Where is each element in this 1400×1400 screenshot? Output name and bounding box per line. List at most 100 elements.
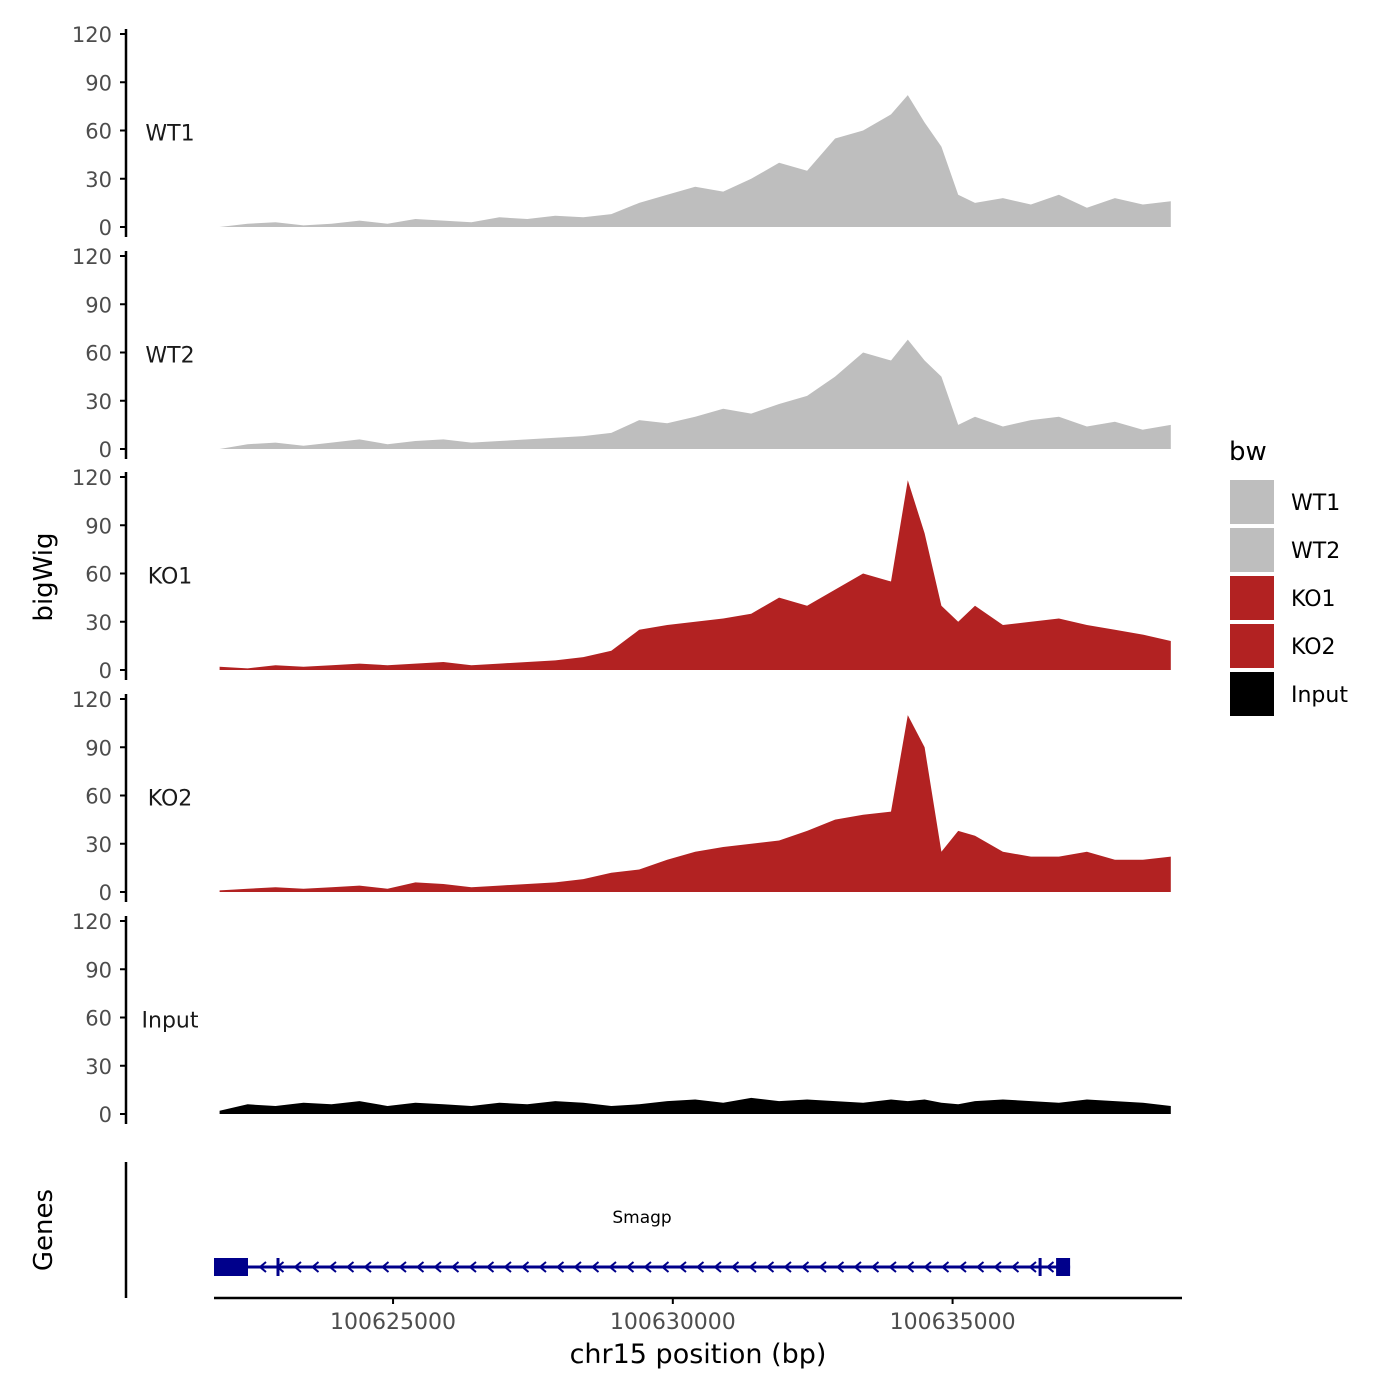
y-tick-label: 90 <box>85 958 112 982</box>
x-axis-ticks: 100625000 100630000 100635000 <box>330 1298 1016 1335</box>
legend: bw WT1 WT2 KO1 KO2 Input <box>1229 437 1348 716</box>
y-tick-label: 30 <box>85 168 112 192</box>
y-tick-label: 120 <box>72 23 112 47</box>
gene-exon <box>214 1258 248 1276</box>
gene-smagp: Smagp <box>214 1208 1071 1276</box>
strand-arrow <box>485 1261 495 1273</box>
strand-arrow <box>520 1261 530 1273</box>
x-tick-label: 100630000 <box>610 1310 736 1335</box>
strand-arrow <box>818 1261 827 1273</box>
legend-item-ko2: KO2 <box>1230 624 1336 668</box>
x-tick-label: 100625000 <box>330 1310 456 1335</box>
legend-item-wt2: WT2 <box>1230 528 1340 572</box>
strand-arrow <box>958 1261 967 1273</box>
track-wt1: 0 30 60 90 120 WT1 <box>72 23 1171 240</box>
y-tick-label: 0 <box>99 216 112 240</box>
y-tick-label: 0 <box>99 438 112 462</box>
y-tick-label: 0 <box>99 659 112 683</box>
strand-arrow <box>258 1261 267 1273</box>
area-wt2 <box>219 339 1171 449</box>
strand-arrow <box>433 1261 442 1273</box>
y-tick-label: 90 <box>85 514 112 538</box>
y-tick-label: 60 <box>85 785 112 809</box>
strand-arrow <box>555 1261 565 1273</box>
strand-arrow <box>835 1261 845 1273</box>
strand-arrow <box>783 1261 792 1273</box>
legend-swatch <box>1230 528 1274 572</box>
strand-arrow <box>870 1261 880 1273</box>
y-tick-label: 120 <box>72 466 112 490</box>
y-tick-label: 60 <box>85 1007 112 1031</box>
track-input: 0 30 60 90 120 Input <box>72 910 1171 1127</box>
strand-arrow <box>538 1261 547 1273</box>
y-tick-label: 60 <box>85 342 112 366</box>
strand-arrow <box>748 1261 757 1273</box>
strand-arrow <box>765 1261 775 1273</box>
gene-name-label: Smagp <box>612 1208 671 1228</box>
strand-arrow <box>695 1261 705 1273</box>
y-tick-label: 30 <box>85 390 112 414</box>
strand-arrow <box>415 1261 425 1273</box>
strand-arrow <box>713 1261 722 1273</box>
gene-track: Smagp <box>214 1208 1071 1276</box>
strand-arrow <box>363 1261 372 1273</box>
track-label-ko1: KO1 <box>148 565 193 590</box>
legend-swatch <box>1230 576 1274 620</box>
area-ko2 <box>219 715 1171 892</box>
legend-label: KO1 <box>1291 587 1336 612</box>
strand-arrow <box>730 1261 740 1273</box>
legend-label: Input <box>1291 683 1348 708</box>
gene-exon <box>1056 1258 1071 1276</box>
legend-item-ko1: KO1 <box>1230 576 1336 620</box>
strand-arrow <box>1010 1261 1020 1273</box>
track-wt2: 0 30 60 90 120 WT2 <box>72 245 1171 462</box>
y-tick-label: 30 <box>85 611 112 635</box>
legend-swatch <box>1230 672 1274 716</box>
strand-arrow <box>625 1261 635 1273</box>
legend-label: WT2 <box>1291 539 1340 564</box>
legend-label: WT1 <box>1291 491 1340 516</box>
y-tick-label: 120 <box>72 688 112 712</box>
y-tick-label: 0 <box>99 881 112 905</box>
y-tick-label: 0 <box>99 1103 112 1127</box>
legend-swatch <box>1230 624 1274 668</box>
legend-swatch <box>1230 480 1274 524</box>
area-wt1 <box>219 95 1171 227</box>
strand-arrow <box>800 1261 810 1273</box>
gene-exon <box>1038 1258 1042 1276</box>
y-tick-label: 30 <box>85 833 112 857</box>
strand-arrow <box>345 1261 355 1273</box>
track-panels: 0306090120WT10306090120WT20306090120KO10… <box>72 23 1171 1127</box>
y-tick-label: 90 <box>85 736 112 760</box>
track-ko1: 0 30 60 90 120 KO1 <box>72 466 1171 683</box>
strand-arrow <box>503 1261 512 1273</box>
strand-arrow <box>450 1261 460 1273</box>
y-tick-label: 120 <box>72 245 112 269</box>
strand-arrow <box>398 1261 407 1273</box>
strand-arrow <box>1045 1261 1055 1273</box>
strand-arrow <box>923 1261 932 1273</box>
y-tick-label: 60 <box>85 120 112 144</box>
strand-arrow <box>853 1261 862 1273</box>
strand-arrow <box>643 1261 652 1273</box>
x-tick-label: 100635000 <box>890 1310 1016 1335</box>
x-axis-title: chr15 position (bp) <box>570 1339 827 1370</box>
y-tick-label: 120 <box>72 910 112 934</box>
strand-arrow <box>608 1261 617 1273</box>
y-tick-label: 30 <box>85 1055 112 1079</box>
legend-item-input: Input <box>1230 672 1348 716</box>
strand-arrow <box>678 1261 687 1273</box>
strand-arrow <box>940 1261 950 1273</box>
legend-label: KO2 <box>1291 635 1336 660</box>
strand-arrow <box>1028 1261 1037 1273</box>
track-ko2: 0 30 60 90 120 KO2 <box>72 688 1171 905</box>
area-ko1 <box>219 480 1171 670</box>
strand-arrow <box>975 1261 985 1273</box>
y-axis-title: bigWig <box>29 532 59 621</box>
strand-arrow <box>573 1261 582 1273</box>
legend-item-wt1: WT1 <box>1230 480 1340 524</box>
area-input <box>219 1097 1171 1114</box>
track-label-ko2: KO2 <box>148 787 193 812</box>
strand-arrow <box>660 1261 670 1273</box>
